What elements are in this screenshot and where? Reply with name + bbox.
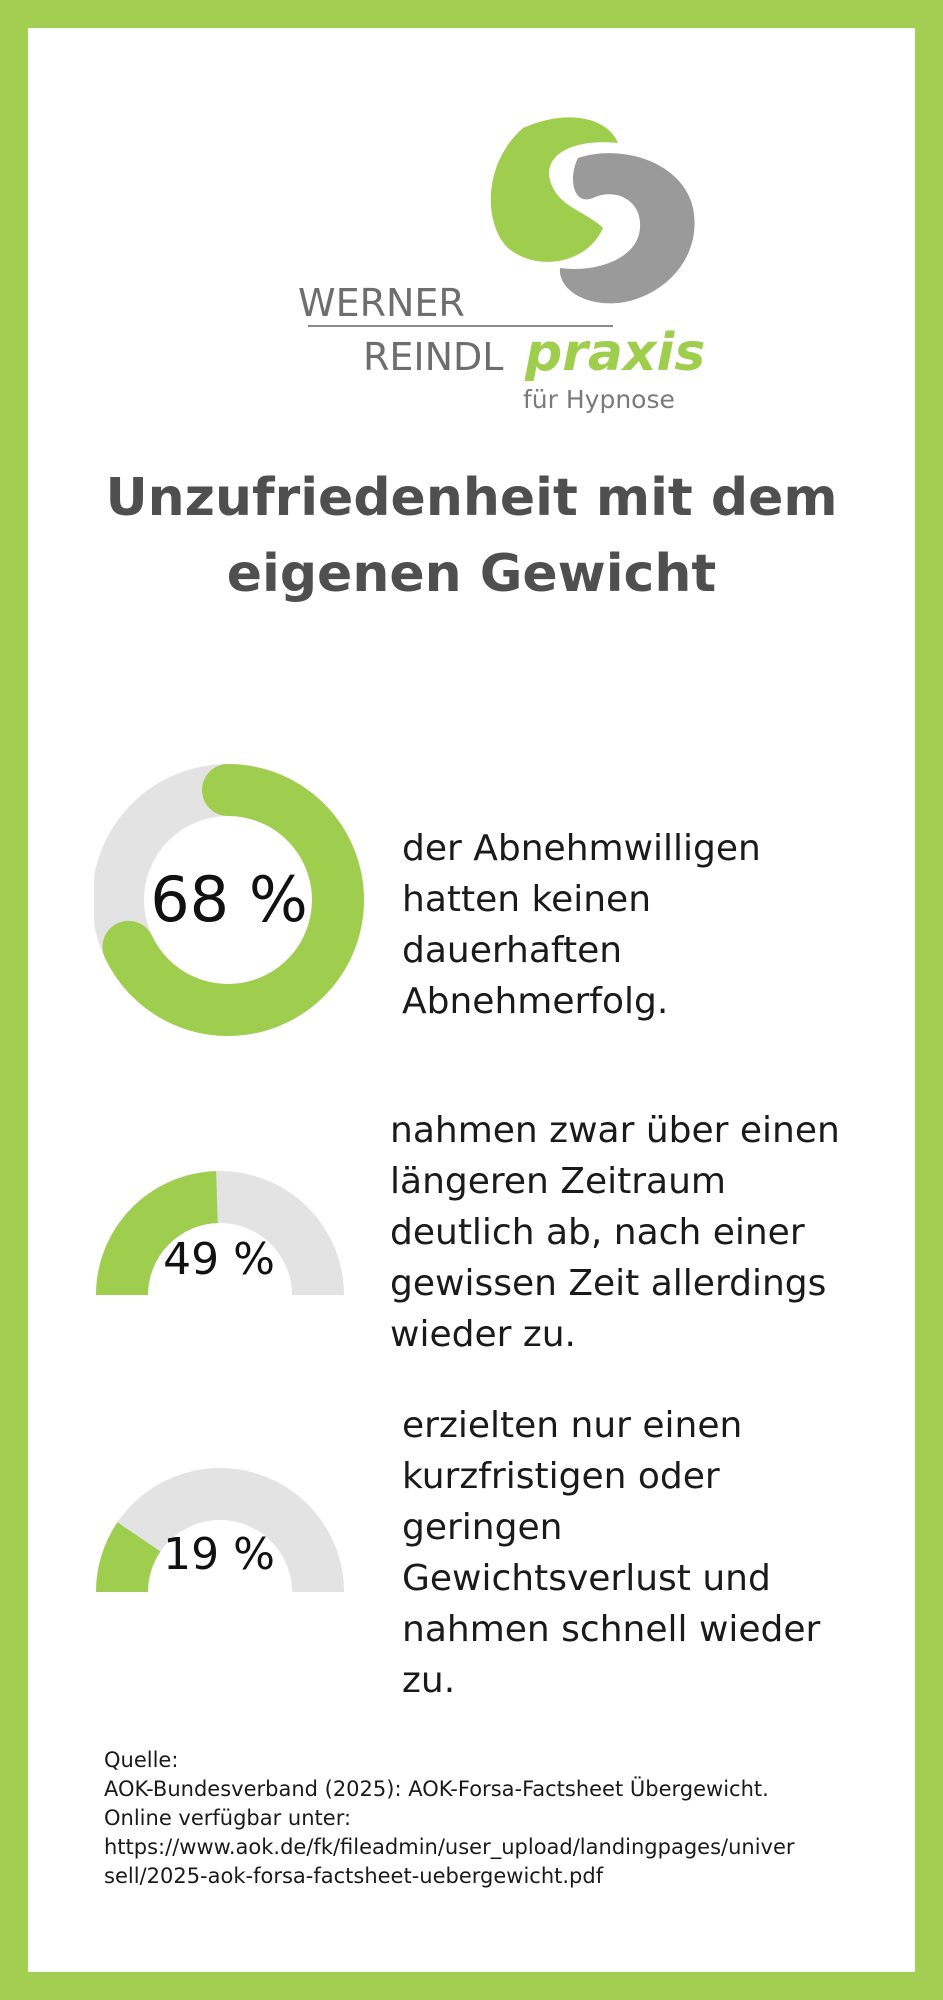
stat-19-text-line: geringen	[402, 1507, 563, 1548]
source-citation: Quelle: AOK-Bundesverband (2025): AOK-Fo…	[104, 1746, 884, 1891]
stat-49-text: nahmen zwar über einen längeren Zeitraum…	[390, 1105, 910, 1360]
stat-68: 68 % der Abnehmwilligen hatten keinen da…	[94, 763, 914, 1083]
stat-49-percent: 49 %	[163, 1234, 275, 1285]
stat-49-text-line: nahmen zwar über einen	[390, 1110, 840, 1151]
logo-mark: WERNER REINDL praxis für Hypnose	[298, 117, 705, 414]
gauge-chart-49	[96, 1171, 344, 1296]
stat-19-text: erzielten nur einen kurzfristigen oder g…	[402, 1400, 912, 1706]
logo-swirl-green	[490, 117, 618, 262]
gauge-chart-19	[96, 1468, 344, 1593]
stat-19-text-line: kurzfristigen oder	[402, 1456, 720, 1497]
source-line: AOK-Bundesverband (2025): AOK-Forsa-Fact…	[104, 1777, 769, 1801]
stat-68-text-line: Abnehmerfolg.	[402, 981, 669, 1022]
stat-49-text-line: deutlich ab, nach einer	[390, 1212, 805, 1253]
infographic-card: WERNER REINDL praxis für Hypnose Unzufri…	[28, 28, 915, 1972]
stat-19-text-line: Gewichtsverlust und	[402, 1558, 771, 1599]
page-title: Unzufriedenheit mit dem eigenen Gewicht	[28, 460, 915, 612]
stat-19-text-line: erzielten nur einen	[402, 1405, 743, 1446]
stat-68-percent: 68 %	[150, 863, 308, 936]
stat-68-text: der Abnehmwilligen hatten keinen dauerha…	[402, 823, 902, 1027]
logo-line1: WERNER	[298, 281, 465, 325]
logo-tagline: für Hypnose	[523, 385, 675, 414]
title-line1: Unzufriedenheit mit dem	[105, 468, 838, 528]
source-line: Online verfügbar unter:	[104, 1806, 352, 1830]
donut-fill-68	[102, 764, 364, 1036]
stat-19-text-line: nahmen schnell wieder	[402, 1609, 821, 1650]
stat-49-text-line: längeren Zeitraum	[390, 1161, 726, 1202]
stat-49-text-line: wieder zu.	[390, 1314, 576, 1355]
gauge-fill-49	[96, 1171, 219, 1296]
source-url-line: sell/2025-aok-forsa-factsheet-uebergewic…	[104, 1864, 604, 1888]
stat-49: 49 % nahmen zwar über einen längeren Zei…	[94, 1083, 914, 1373]
praxis-logo: WERNER REINDL praxis für Hypnose	[268, 88, 728, 428]
stat-68-text-line: hatten keinen	[402, 879, 652, 920]
stat-19-percent: 19 %	[163, 1529, 275, 1580]
source-url-line: https://www.aok.de/fk/fileadmin/user_upl…	[104, 1835, 795, 1859]
stat-49-text-line: gewissen Zeit allerdings	[390, 1263, 827, 1304]
stat-68-text-line: dauerhaften	[402, 930, 623, 971]
logo-brand: praxis	[524, 323, 705, 383]
source-heading: Quelle:	[104, 1748, 179, 1772]
donut-chart-68	[94, 764, 364, 1036]
stat-19-text-line: zu.	[402, 1660, 456, 1701]
logo-line2: REINDL	[363, 335, 503, 379]
title-line2: eigenen Gewicht	[226, 544, 717, 604]
gauge-fill-19	[96, 1522, 161, 1593]
stat-19: 19 % erzielten nur einen kurzfristigen o…	[94, 1378, 914, 1718]
logo-swirl-gray	[559, 153, 695, 304]
stat-68-text-line: der Abnehmwilligen	[402, 828, 761, 869]
